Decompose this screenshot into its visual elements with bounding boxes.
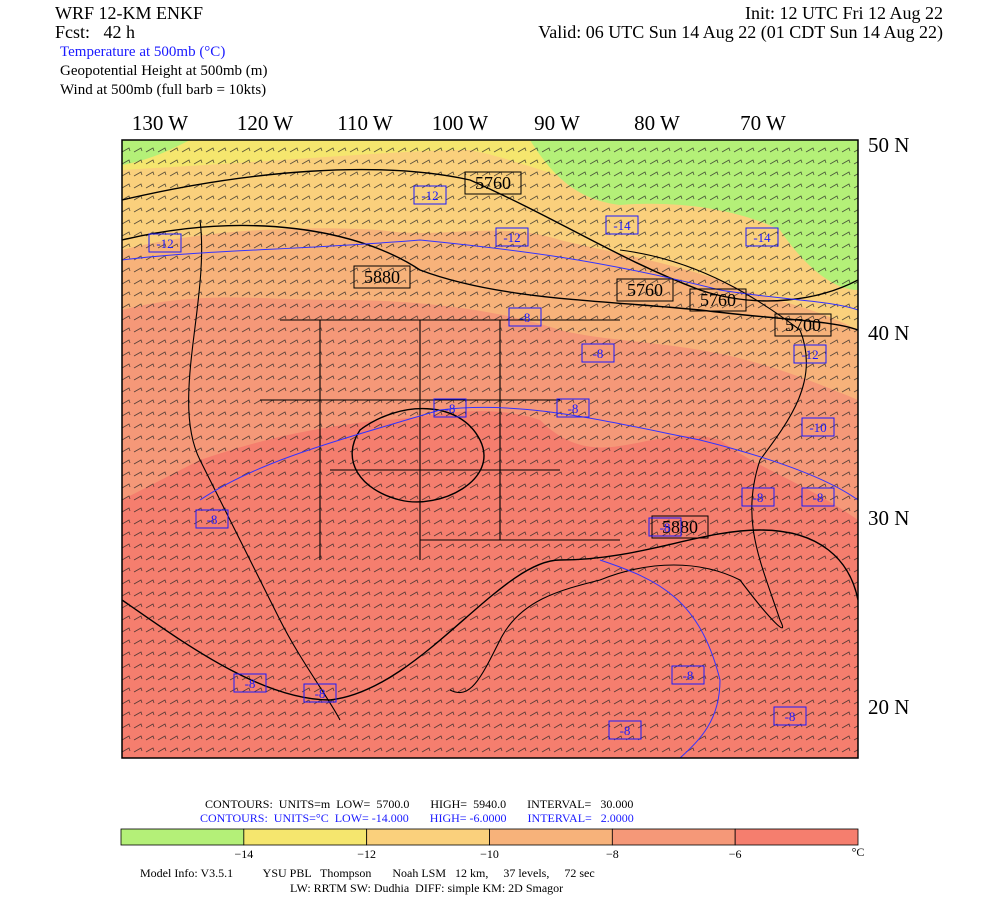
temperature-label: -10 <box>809 420 826 435</box>
label-box <box>303 683 337 703</box>
valid-time: Valid: 06 UTC Sun 14 Aug 22 (01 CDT Sun … <box>538 22 943 43</box>
height-contours <box>122 168 858 701</box>
temperature-label: -8 <box>245 676 256 691</box>
temperature-label: -8 <box>660 520 671 535</box>
physics-info: LW: RRTM SW: Dudhia DIFF: simple KM: 2D … <box>290 881 563 895</box>
field-label: Wind at 500mb (full barb = 10kts) <box>60 82 266 98</box>
label-box <box>793 344 827 364</box>
label-box <box>495 227 529 247</box>
colorbar: −14 −12 −10 −8 −6 °C <box>120 828 865 861</box>
height-label: 5760 <box>700 290 736 310</box>
temperature-label: -8 <box>520 310 531 325</box>
temperature-contours <box>122 239 858 758</box>
colorbar-tick-label: −10 <box>480 847 499 861</box>
temperature-label: -12 <box>421 188 438 203</box>
label-box <box>148 233 182 253</box>
colorbar-tick-label: −14 <box>234 847 253 861</box>
longitude-label: 120 W <box>237 111 293 135</box>
temperature-label: -12 <box>801 347 818 362</box>
label-box <box>773 706 807 726</box>
colorbar-tick-label: −8 <box>606 847 619 861</box>
colorbar-segment <box>489 828 613 846</box>
longitude-label: 80 W <box>634 111 680 135</box>
temperature-label: -8 <box>568 401 579 416</box>
label-box <box>648 517 682 537</box>
temperature-label: -8 <box>593 346 604 361</box>
label-box <box>616 278 674 302</box>
label-box <box>195 509 229 529</box>
map-frame <box>121 139 859 759</box>
height-label: 5880 <box>364 267 400 287</box>
political-boundaries <box>188 219 808 721</box>
temperature-label: -8 <box>620 723 631 738</box>
label-box <box>433 398 467 418</box>
temperature-label: -12 <box>503 230 520 245</box>
height-label: 5760 <box>627 280 663 300</box>
height-label: 5880 <box>662 517 698 537</box>
colorbar-segment <box>120 828 245 846</box>
label-box <box>689 288 747 312</box>
colorbar-tick-label: −6 <box>729 847 742 861</box>
forecast-hour: Fcst: 42 h <box>55 22 135 42</box>
label-box <box>608 720 642 740</box>
model-title: WRF 12-KM ENKF <box>55 3 203 23</box>
colorbar-segment <box>611 828 736 846</box>
temperature-label: -8 <box>813 490 824 505</box>
latitude-label: 40 N <box>868 321 909 345</box>
label-box <box>745 227 779 247</box>
label-box <box>801 417 835 437</box>
label-box <box>741 487 775 507</box>
field-label: Geopotential Height at 500mb (m) <box>60 63 267 79</box>
height-labels: 5760 5880 5760 5760 5700 5880 <box>353 171 832 539</box>
label-box <box>556 398 590 418</box>
colorbar-segment <box>243 828 368 846</box>
label-box <box>233 673 267 693</box>
label-box <box>774 313 832 337</box>
wind-barbs <box>122 140 858 758</box>
longitude-label: 110 W <box>337 111 393 135</box>
colorbar-segment <box>734 828 859 846</box>
colorbar-segment <box>366 828 490 846</box>
label-box <box>801 487 835 507</box>
longitude-label: 100 W <box>432 111 488 135</box>
temperature-label: -8 <box>683 668 694 683</box>
field-label: Temperature at 500mb (°C) <box>60 44 225 60</box>
latitude-label: 30 N <box>868 506 909 530</box>
axis-labels: 130 W 120 W 110 W 100 W 90 W 80 W 70 W 50 N 40 N… <box>132 111 910 719</box>
label-box <box>413 185 447 205</box>
temperature-label: -12 <box>156 236 173 251</box>
temperature-label: -8 <box>785 709 796 724</box>
longitude-label: 70 W <box>740 111 786 135</box>
height-label: 5760 <box>475 173 511 193</box>
temperature-contour-info: CONTOURS: UNITS=°C LOW= -14.000 HIGH= -6… <box>200 811 634 825</box>
colorbar-unit: °C <box>852 845 865 859</box>
label-box <box>651 515 709 539</box>
label-box <box>464 171 522 195</box>
longitude-label: 130 W <box>132 111 188 135</box>
label-box <box>353 265 411 289</box>
latitude-label: 50 N <box>868 133 909 157</box>
temperature-label: -14 <box>753 230 771 245</box>
temperature-labels: -12 -12 -12 -14 -14 -8 -8 -12 -8 -8 -10 -8 -8 -8 -8 -8 -… <box>148 185 835 740</box>
temperature-label: -8 <box>445 401 456 416</box>
colorbar-tick-label: −12 <box>357 847 376 861</box>
temperature-label: -8 <box>207 512 218 527</box>
temperature-label: -14 <box>613 218 631 233</box>
map <box>122 140 858 758</box>
longitude-label: 90 W <box>534 111 580 135</box>
latitude-label: 20 N <box>868 695 909 719</box>
label-box <box>605 215 639 235</box>
height-contour-info: CONTOURS: UNITS=m LOW= 5700.0 HIGH= 5940… <box>205 797 633 811</box>
model-info: Model Info: V3.5.1 YSU PBL Thompson Noah… <box>140 866 595 880</box>
init-time: Init: 12 UTC Fri 12 Aug 22 <box>745 3 943 23</box>
height-label: 5700 <box>785 315 821 335</box>
temperature-label: -8 <box>315 686 326 701</box>
label-box <box>671 665 705 685</box>
label-box <box>581 343 615 363</box>
temperature-label: -8 <box>753 490 764 505</box>
label-box <box>508 307 542 327</box>
